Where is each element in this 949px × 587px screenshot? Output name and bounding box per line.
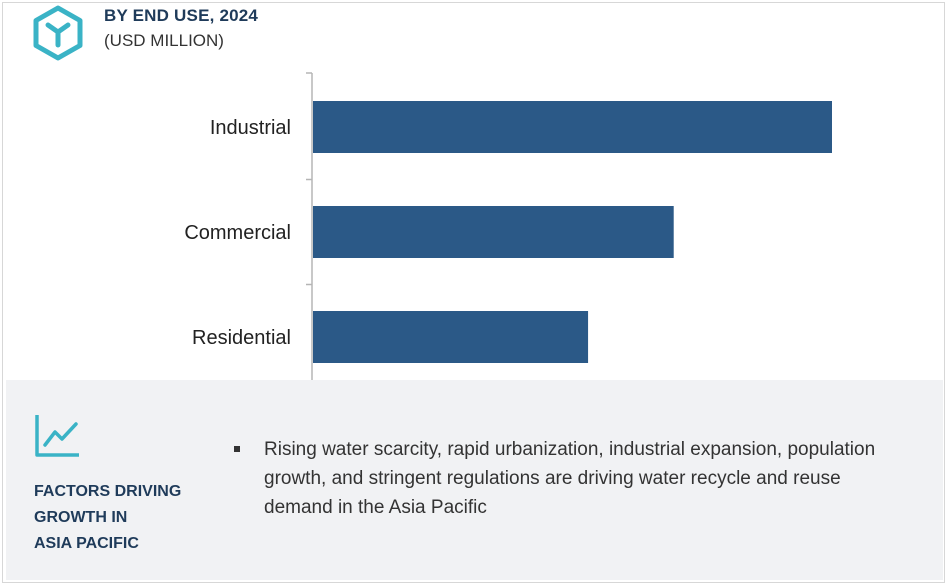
factors-heading: FACTORS DRIVING GROWTH IN ASIA PACIFIC (34, 479, 224, 557)
chart-title: BY END USE, 2024 (104, 6, 259, 25)
factors-heading-line: FACTORS DRIVING (34, 483, 182, 500)
bar-commercial (313, 206, 674, 258)
bar-residential (313, 311, 589, 363)
bar-chart: Industrial Commercial Residential (184, 72, 832, 391)
trend-line-chart-icon (35, 415, 79, 457)
bullet-marker (234, 446, 240, 452)
category-label: Industrial (210, 117, 291, 139)
factors-heading-line: GROWTH IN (34, 509, 128, 526)
category-label: Residential (192, 327, 291, 349)
hexagon-y-logo-icon (33, 5, 83, 61)
factors-panel: FACTORS DRIVING GROWTH IN ASIA PACIFIC R… (6, 380, 943, 580)
bar-industrial (313, 101, 832, 153)
chart-subtitle: (USD MILLION) (104, 31, 224, 50)
bullet-text: Rising water scarcity, rapid urbanizatio… (264, 439, 876, 518)
category-label: Commercial (184, 222, 291, 244)
factors-heading-line: ASIA PACIFIC (34, 535, 139, 552)
